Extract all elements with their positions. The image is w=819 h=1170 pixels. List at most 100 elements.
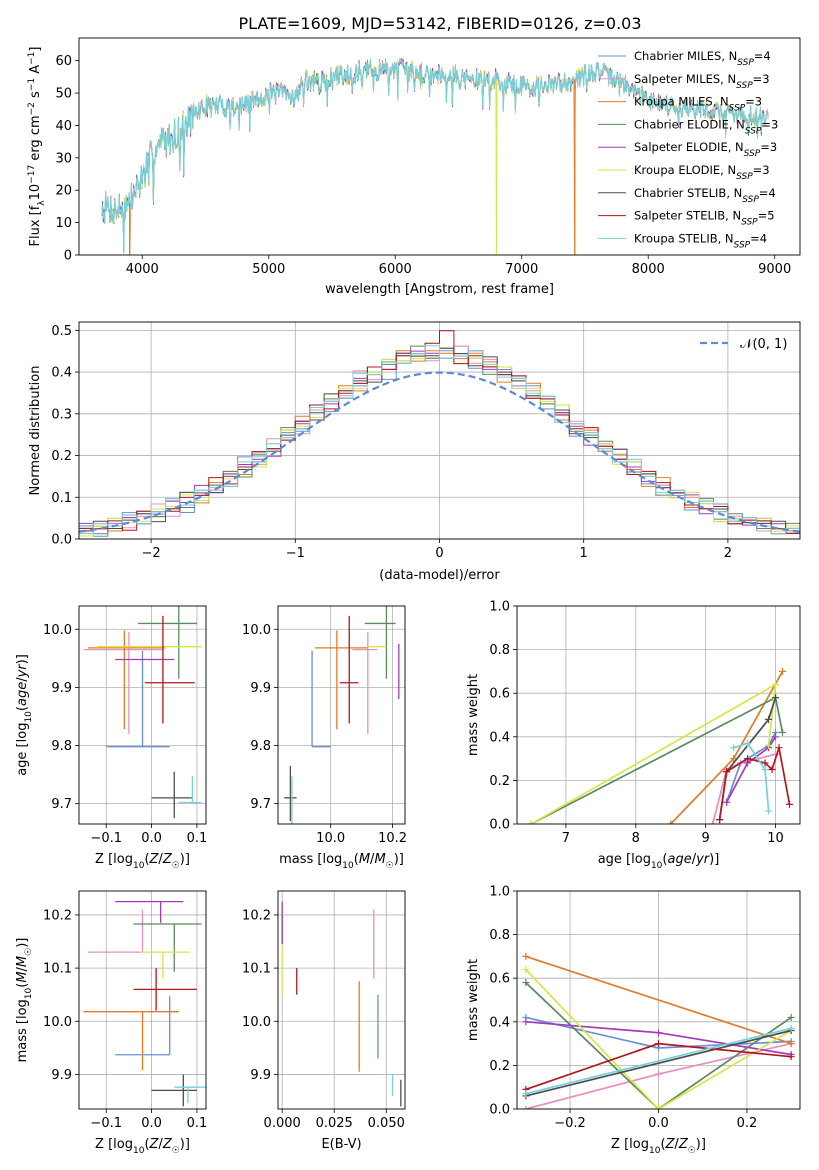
legend-label: Salpeter MILES, NSSP=3 (634, 72, 770, 91)
y-tick-label: 30 (55, 151, 72, 166)
y-tick-label: 0.8 (489, 928, 510, 943)
y-tick-label: 40 (55, 119, 72, 134)
panel-mass-vs-Z: −0.1 0.0 0.1 9.9 10.0 10.1 10.2 Z [log10(Z/Z☉)]… (15, 890, 208, 1156)
x-tick-label: −0.1 (90, 831, 122, 846)
histogram-kroupa-stelib (79, 345, 800, 535)
y-tick-label: 10.2 (242, 908, 271, 923)
y-tick-label: 10.1 (242, 962, 271, 977)
panel-spectrum: 4000 5000 6000 7000 8000 9000 0 10 20 30 40 50 60 wav… (27, 37, 801, 297)
data-point-marker (765, 807, 773, 815)
legend-label: Salpeter ELODIE, NSSP=3 (634, 140, 777, 159)
y-tick-label: 0.5 (51, 324, 72, 339)
x-tick-label: 0.0 (141, 831, 162, 846)
y-axis-label: mass [log10(M/M☉)] (15, 938, 34, 1063)
axes-frame (78, 321, 801, 540)
y-tick-label: 9.7 (250, 797, 271, 812)
y-tick-label: 9.8 (250, 739, 271, 754)
panel-residuals: −2 −1 0 1 2 0.0 0.1 0.2 0.3 0.4 0.5 (data-model)/er… (28, 321, 801, 583)
x-tick-label: −0.2 (554, 1116, 586, 1131)
x-tick-label: −1 (286, 546, 305, 561)
series-line-chabrier-stelib (525, 1029, 792, 1097)
y-tick-label: 0.6 (489, 687, 510, 702)
x-tick-label: 0.1 (187, 1116, 208, 1131)
data-point-marker (667, 820, 675, 824)
legend-label: Kroupa ELODIE, NSSP=3 (634, 163, 770, 182)
x-tick-label: 8 (632, 831, 640, 846)
series-line-kroupa-elodie (525, 968, 792, 1109)
data-point-marker (655, 1040, 662, 1048)
y-tick-label: 9.7 (51, 797, 72, 812)
x-tick-label: 0.050 (368, 1116, 405, 1131)
data-point-marker (522, 1018, 530, 1026)
y-tick-label: 20 (55, 184, 72, 199)
y-tick-label: 10.2 (43, 908, 72, 923)
x-tick-label: 10.2 (378, 831, 407, 846)
y-tick-label: 9.9 (51, 681, 72, 696)
data-point-marker (761, 759, 769, 767)
y-tick-label: 10.1 (43, 962, 72, 977)
x-axis-label: mass [log10(M/M☉)] (279, 852, 404, 871)
x-tick-label: −2 (142, 546, 161, 561)
data-point-marker (772, 733, 780, 741)
legend-label: 𝒩(0, 1) (740, 337, 787, 352)
data-point-marker (761, 766, 769, 773)
data-point-marker (765, 742, 773, 750)
legend-label: Chabrier ELODIE, NSSP=3 (634, 117, 778, 136)
x-axis-label: Z [log10(Z/Z☉)] (611, 1137, 706, 1156)
y-tick-label: 0.4 (51, 366, 72, 381)
data-point-marker (730, 744, 738, 752)
series-line-salpeter-elodie (725, 736, 777, 803)
y-tick-label: 9.9 (250, 1068, 271, 1083)
y-tick-label: 10.0 (43, 623, 72, 638)
x-tick-label: 0.000 (264, 1116, 301, 1131)
y-axis-label: Flux [fλ10−17 erg cm−2 s−1 A−1] (27, 47, 47, 247)
x-axis-label: Z [log10(Z/Z☉)] (95, 1137, 190, 1156)
panel-age-vs-Z: −0.1 0.0 0.1 9.7 9.8 9.9 10.0 Z [log10(Z/Z☉)] ag… (15, 605, 207, 871)
spectrum-line-kroupa-stelib (101, 57, 769, 252)
data-point-marker (723, 768, 731, 776)
data-point-marker (772, 694, 780, 702)
y-tick-label: 10.0 (242, 623, 271, 638)
y-tick-label: 60 (55, 54, 72, 69)
axes-frame (78, 605, 207, 825)
data-point-marker (709, 820, 717, 824)
axes-frame (516, 890, 801, 1110)
series-line-kroupa-stelib (525, 1027, 792, 1095)
axes-frame (516, 605, 801, 825)
data-point-marker (723, 798, 731, 806)
x-tick-label: 4000 (126, 262, 159, 277)
panel-age-vs-mass: 10.0 10.2 9.7 9.8 9.9 10.0 mass [log10(M/M☉)] (242, 605, 407, 871)
y-tick-label: 10.0 (43, 1015, 72, 1030)
series-line-kroupa-stelib (733, 742, 770, 811)
panel-mass-vs-EBV: 0.000 0.025 0.050 9.9 10.0 10.1 10.2 E(B-V) (242, 890, 406, 1152)
data-point-marker (522, 1105, 530, 1109)
plot-area-mass-vs-EBV (281, 901, 402, 1107)
x-axis-label: (data-model)/error (379, 568, 500, 583)
x-tick-label: 0 (435, 546, 443, 561)
y-axis-label: mass weight (466, 674, 481, 756)
plot-area-spectrum (101, 57, 769, 255)
x-tick-label: 10 (767, 831, 784, 846)
x-tick-label: 0.0 (648, 1116, 669, 1131)
data-point-marker (522, 1090, 530, 1098)
panel-mass-weight-vs-Z: −0.2 0.0 0.2 0.0 0.2 0.4 0.6 0.8 1.0 Z [log10(Z/Z… (466, 885, 801, 1156)
y-tick-label: 0.8 (489, 643, 510, 658)
y-tick-label: 0.2 (489, 774, 510, 789)
x-tick-label: 9000 (758, 262, 791, 277)
x-tick-label: 6000 (379, 262, 412, 277)
x-tick-label: −0.1 (90, 1116, 122, 1131)
y-tick-label: 1.0 (489, 600, 510, 615)
y-tick-label: 0.2 (489, 1059, 510, 1074)
x-tick-label: 1 (580, 546, 588, 561)
data-point-marker (772, 680, 780, 688)
data-point-marker (787, 1024, 795, 1032)
x-tick-label: 0.0 (141, 1116, 162, 1131)
legend-label: Chabrier STELIB, NSSP=4 (634, 186, 776, 205)
y-tick-label: 0.4 (489, 1015, 510, 1030)
y-tick-label: 0.0 (489, 818, 510, 833)
data-point-marker (716, 816, 724, 824)
data-point-marker (787, 1013, 795, 1021)
plot-area-age-vs-Z (83, 606, 202, 819)
plot-area-mass-vs-Z (83, 900, 206, 1107)
y-axis-label: age [log10(age/yr)] (15, 654, 34, 776)
